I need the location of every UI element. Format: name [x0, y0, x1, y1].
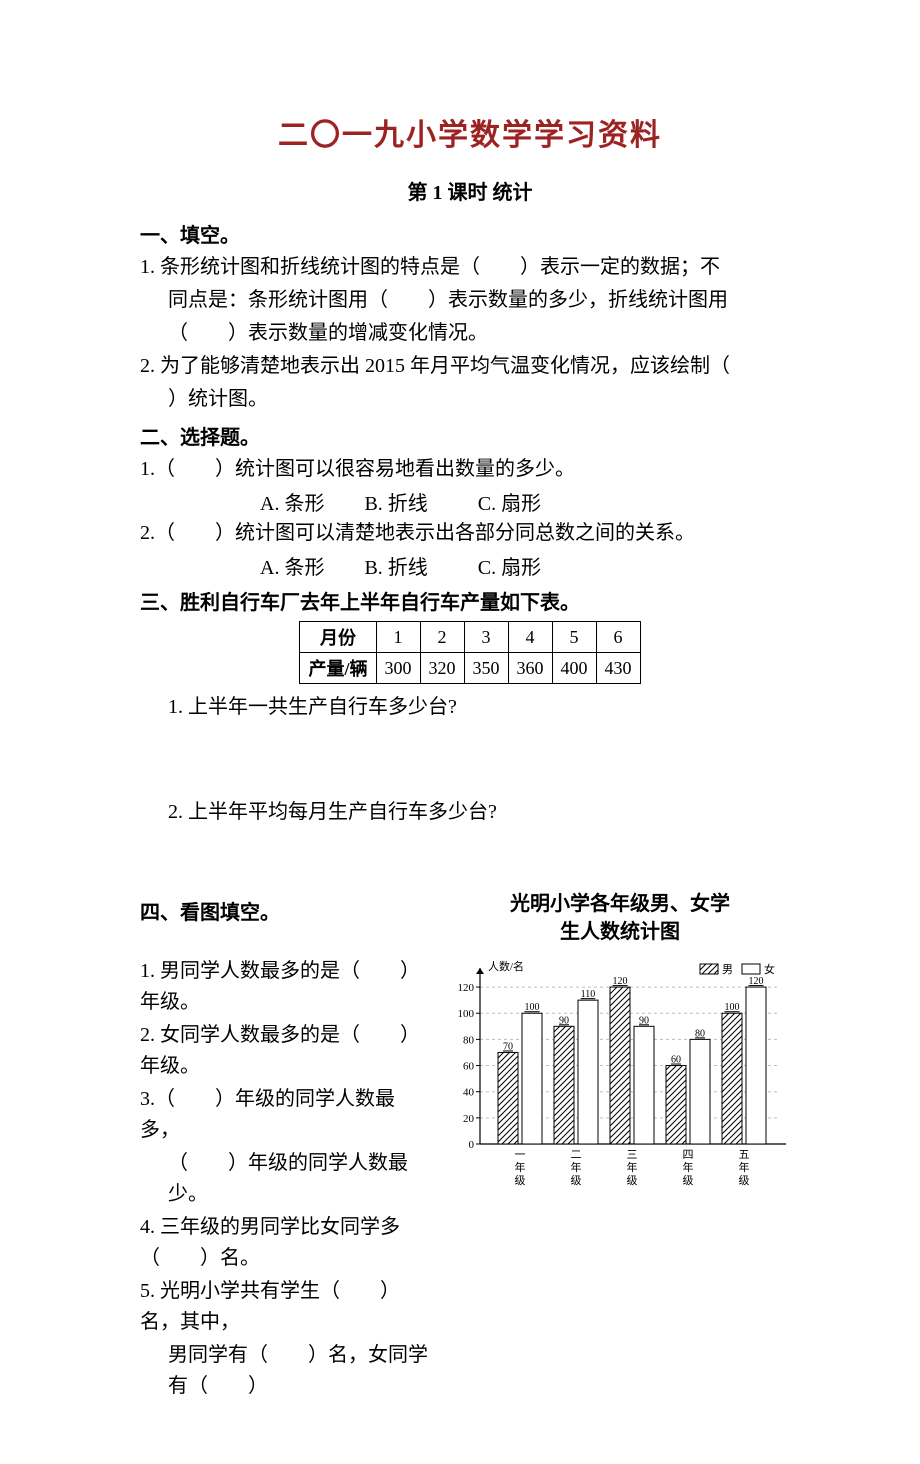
bar-chart: 020406080100120人数/名男女70100一年级90110二年级120…	[440, 954, 800, 1204]
td-month: 2	[420, 622, 464, 653]
answer-gap	[140, 725, 800, 795]
td-month: 1	[376, 622, 420, 653]
table-row: 产量/辆 300 320 350 360 400 430	[300, 653, 640, 684]
production-table: 月份 1 2 3 4 5 6 产量/辆 300 320 350 360 400 …	[299, 621, 640, 684]
svg-text:60: 60	[463, 1061, 475, 1073]
section2-head: 二、选择题。	[140, 421, 800, 450]
td-value: 360	[508, 653, 552, 684]
chart-title: 光明小学各年级男、女学 生人数统计图	[440, 890, 800, 946]
s4-q3-line1: 3.（ ）年级的同学人数最多，	[140, 1084, 430, 1146]
td-value: 400	[552, 653, 596, 684]
svg-text:90: 90	[639, 1015, 649, 1026]
svg-text:五: 五	[739, 1149, 750, 1161]
td-value: 300	[376, 653, 420, 684]
svg-text:人数/名: 人数/名	[488, 959, 524, 973]
svg-text:80: 80	[463, 1034, 475, 1046]
svg-text:0: 0	[469, 1139, 475, 1151]
document-title: 二〇一九小学数学学习资料	[140, 110, 800, 154]
svg-text:60: 60	[671, 1055, 681, 1066]
svg-text:90: 90	[559, 1015, 569, 1026]
production-table-wrap: 月份 1 2 3 4 5 6 产量/辆 300 320 350 360 400 …	[140, 621, 800, 684]
svg-text:男: 男	[722, 964, 733, 976]
svg-text:120: 120	[749, 976, 764, 987]
svg-text:20: 20	[463, 1113, 475, 1125]
chart-title-l2: 生人数统计图	[560, 921, 680, 943]
svg-text:100: 100	[725, 1002, 740, 1013]
svg-text:三: 三	[627, 1149, 638, 1161]
svg-text:四: 四	[683, 1149, 694, 1161]
s3-q1: 1. 上半年一共生产自行车多少台?	[140, 692, 800, 723]
th-month-label: 月份	[300, 622, 376, 653]
answer-gap	[140, 830, 800, 890]
th-output-label: 产量/辆	[300, 653, 376, 684]
chart-title-l1: 光明小学各年级男、女学	[510, 893, 730, 915]
svg-text:级: 级	[739, 1174, 750, 1187]
s1-q1-line3: （ ）表示数量的增减变化情况。	[140, 318, 800, 349]
td-month: 4	[508, 622, 552, 653]
svg-text:80: 80	[695, 1028, 705, 1039]
lesson-title: 第 1 课时 统计	[140, 176, 800, 205]
s2-q2-options: A. 条形 B. 折线 C. 扇形	[140, 551, 800, 580]
svg-text:40: 40	[463, 1087, 475, 1099]
td-value: 430	[596, 653, 640, 684]
table-row: 月份 1 2 3 4 5 6	[300, 622, 640, 653]
svg-text:100: 100	[458, 1008, 475, 1020]
s3-q2: 2. 上半年平均每月生产自行车多少台?	[140, 797, 800, 828]
td-month: 3	[464, 622, 508, 653]
s4-q5-line1: 5. 光明小学共有学生（ ）名，其中，	[140, 1276, 430, 1338]
td-value: 350	[464, 653, 508, 684]
section4-head: 四、看图填空。	[140, 896, 280, 925]
svg-text:女: 女	[764, 962, 775, 976]
document-page: 二〇一九小学数学学习资料 第 1 课时 统计 一、填空。 1. 条形统计图和折线…	[0, 0, 920, 1464]
s1-q2-line1: 2. 为了能够清楚地表示出 2015 年月平均气温变化情况，应该绘制（	[140, 351, 800, 382]
svg-text:110: 110	[581, 989, 596, 1000]
svg-text:100: 100	[525, 1002, 540, 1013]
s2-q1: 1.（ ）统计图可以很容易地看出数量的多少。	[140, 454, 800, 485]
svg-text:年: 年	[739, 1160, 750, 1174]
svg-text:120: 120	[458, 982, 475, 994]
td-month: 6	[596, 622, 640, 653]
section1-head: 一、填空。	[140, 219, 800, 248]
svg-text:级: 级	[627, 1174, 638, 1187]
svg-text:年: 年	[683, 1160, 694, 1174]
svg-text:70: 70	[503, 1041, 513, 1052]
svg-text:级: 级	[683, 1174, 694, 1187]
s2-q2: 2.（ ）统计图可以清楚地表示出各部分同总数之间的关系。	[140, 518, 800, 549]
s4-q1: 1. 男同学人数最多的是（ ）年级。	[140, 956, 430, 1018]
svg-text:一: 一	[515, 1149, 526, 1161]
s2-q1-options: A. 条形 B. 折线 C. 扇形	[140, 487, 800, 516]
s1-q1-line1: 1. 条形统计图和折线统计图的特点是（ ）表示一定的数据；不	[140, 252, 800, 283]
svg-text:120: 120	[613, 976, 628, 987]
svg-text:年: 年	[627, 1160, 638, 1174]
section4-questions: 1. 男同学人数最多的是（ ）年级。 2. 女同学人数最多的是（ ）年级。 3.…	[140, 954, 430, 1404]
svg-text:年: 年	[571, 1160, 582, 1174]
svg-text:二: 二	[571, 1149, 582, 1161]
s4-q3-line2: （ ）年级的同学人数最少。	[140, 1148, 430, 1210]
section3-head: 三、胜利自行车厂去年上半年自行车产量如下表。	[140, 586, 800, 615]
svg-text:级: 级	[515, 1174, 526, 1187]
td-value: 320	[420, 653, 464, 684]
s1-q2-line2: ）统计图。	[140, 384, 800, 415]
s4-q5-line2: 男同学有（ ）名，女同学有（ ）	[140, 1340, 430, 1402]
s4-q2: 2. 女同学人数最多的是（ ）年级。	[140, 1020, 430, 1082]
td-month: 5	[552, 622, 596, 653]
svg-text:年: 年	[515, 1160, 526, 1174]
s1-q1-line2: 同点是：条形统计图用（ ）表示数量的多少，折线统计图用	[140, 285, 800, 316]
svg-text:级: 级	[571, 1174, 582, 1187]
s4-q4: 4. 三年级的男同学比女同学多（ ）名。	[140, 1212, 430, 1274]
bar-chart-svg: 020406080100120人数/名男女70100一年级90110二年级120…	[440, 954, 800, 1204]
